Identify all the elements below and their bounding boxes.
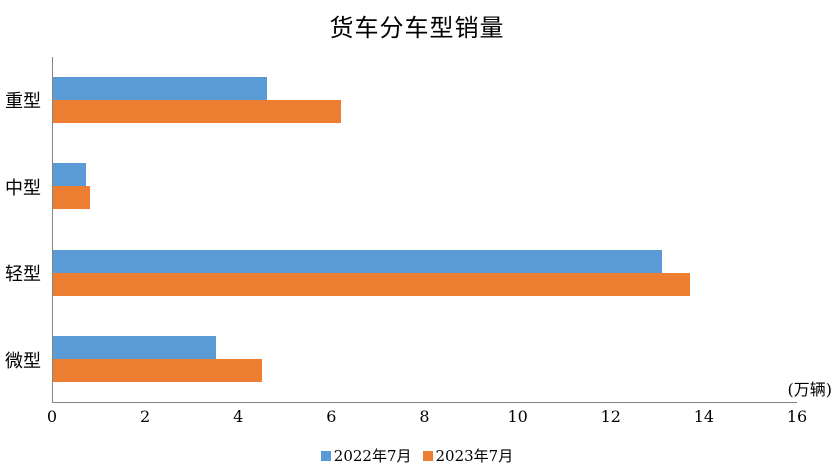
x-tick-label: 4 [233, 407, 244, 426]
legend: 2022年7月 2023年7月 [0, 445, 834, 466]
x-tick-label: 8 [419, 407, 430, 426]
bar-series-1 [53, 186, 91, 210]
legend-label: 2022年7月 [333, 447, 412, 465]
category-label: 中型 [5, 177, 41, 199]
x-axis-ticks: 0 2 4 6 8 10 12 14 16 [0, 407, 834, 427]
bar-series-1 [53, 100, 342, 124]
category-band [53, 143, 797, 229]
category-label: 轻型 [5, 264, 41, 286]
chart-title: 货车分车型销量 [329, 14, 505, 42]
category-band [53, 230, 797, 316]
bar-series-0 [53, 163, 86, 187]
bar-series-0 [53, 335, 216, 359]
category-label: 重型 [5, 91, 41, 113]
x-tick-label: 16 [786, 407, 808, 426]
x-tick-label: 0 [46, 407, 58, 426]
bar-series-1 [53, 358, 263, 382]
x-tick-label: 14 [693, 407, 715, 426]
legend-swatch [422, 450, 433, 461]
legend-item: 2023年7月 [422, 445, 514, 466]
plot-area [52, 57, 797, 403]
legend-item: 2022年7月 [320, 445, 412, 466]
legend-label: 2023年7月 [435, 447, 514, 465]
x-tick-label: 10 [507, 407, 528, 426]
category-band [53, 57, 797, 143]
x-tick-label: 6 [326, 407, 337, 426]
category-band [53, 316, 797, 402]
x-tick-label: 2 [140, 407, 151, 426]
category-label: 微型 [5, 350, 41, 372]
x-tick-label: 12 [600, 407, 621, 426]
bar-series-1 [53, 272, 691, 296]
bar-series-0 [53, 249, 663, 273]
bar-series-0 [53, 77, 267, 101]
y-axis-labels: 重型 中型 轻型 微型 [0, 57, 46, 403]
axis-unit-label: (万辆) [787, 380, 833, 399]
legend-swatch [320, 450, 331, 461]
